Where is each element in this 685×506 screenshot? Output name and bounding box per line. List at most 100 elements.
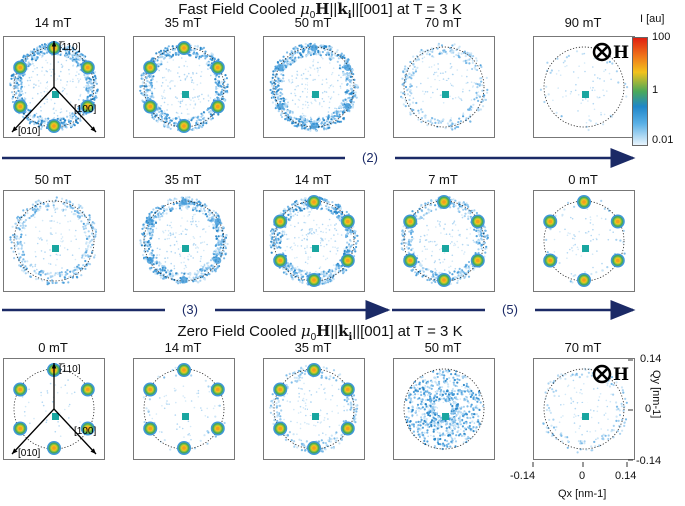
- reference-circle: [143, 200, 225, 282]
- reference-circle: [273, 368, 355, 450]
- bragg-peak: [273, 421, 288, 436]
- y-tick-bottom: -0.14: [636, 455, 662, 467]
- crystal-direction-label: [̅110]: [59, 41, 81, 53]
- sans-pattern-panel: [393, 36, 495, 138]
- bragg-peak: [307, 441, 321, 455]
- x-tick-left: -0.14: [510, 470, 536, 482]
- central-feature: [582, 91, 589, 98]
- panel-label: 14 mT: [34, 15, 72, 30]
- bragg-peak: [610, 253, 625, 268]
- crystal-direction-label: [010]: [18, 448, 40, 459]
- colorbar-tick-100: 100: [652, 31, 671, 43]
- crystal-axes: [̅110] [100] [010]: [11, 41, 97, 137]
- bragg-peak: [210, 382, 225, 397]
- reference-circle: [543, 46, 625, 128]
- beamstop: [578, 403, 590, 415]
- sans-pattern-panel: [̅110] [100] [010]: [3, 36, 105, 138]
- bragg-peak: [340, 253, 355, 268]
- bragg-peak: [273, 382, 288, 397]
- central-feature: [52, 413, 59, 420]
- beamstop: [308, 235, 320, 247]
- x-tick-zero: 0: [579, 470, 586, 482]
- central-feature: [312, 245, 319, 252]
- y-tick-zero: 0: [645, 403, 652, 415]
- central-feature: [52, 91, 59, 98]
- bragg-peak: [177, 119, 191, 133]
- beamstop: [578, 81, 590, 93]
- title-fast-field-cooled: Fast Field Cooled μ0H||ki||[001] at T = …: [178, 0, 462, 21]
- bragg-peak: [210, 99, 225, 114]
- reference-circle: [403, 368, 485, 450]
- sans-pattern-panel: H: [533, 358, 635, 460]
- title-top-prefix: Fast Field Cooled: [178, 1, 300, 18]
- bragg-peak: [143, 99, 158, 114]
- bragg-peak: [340, 382, 355, 397]
- bragg-peak: [577, 273, 591, 287]
- reference-circle: [403, 46, 485, 128]
- colorbar-tick-001: 0.01: [652, 134, 674, 146]
- title-bottom-suffix: at T = 3 K: [393, 323, 463, 340]
- reference-circle: [13, 46, 95, 128]
- beamstop: [178, 403, 190, 415]
- beamstop: [578, 235, 590, 247]
- reference-circle: [13, 200, 95, 282]
- bragg-peak: [177, 363, 191, 377]
- bragg-peak: [610, 214, 625, 229]
- bragg-peak: [210, 421, 225, 436]
- bragg-peak: [13, 382, 28, 397]
- crystal-direction-label: [010]: [18, 126, 40, 137]
- panel-label: 90 mT: [564, 15, 602, 30]
- sans-pattern-panel: [3, 190, 105, 292]
- arrow-label-3: (3): [182, 302, 198, 317]
- central-feature: [442, 245, 449, 252]
- title-zero-field-cooled: Zero Field Cooled μ0H||ki||[001] at T = …: [177, 322, 463, 343]
- bragg-peak: [577, 195, 591, 209]
- central-feature: [312, 413, 319, 420]
- bragg-peak: [403, 253, 418, 268]
- panel-label: 70 mT: [564, 340, 602, 355]
- sans-pattern-panel: [393, 358, 495, 460]
- central-feature: [182, 91, 189, 98]
- panel-label: 35 mT: [164, 172, 202, 187]
- bragg-peak: [543, 253, 558, 268]
- sans-pattern-panel: [393, 190, 495, 292]
- arrow-label-2: (2): [362, 150, 378, 165]
- bragg-peak: [210, 60, 225, 75]
- bragg-peak: [13, 421, 28, 436]
- reference-circle: [13, 368, 95, 450]
- bragg-peak: [143, 382, 158, 397]
- bragg-peak: [13, 99, 28, 114]
- arrow-label-5: (5): [502, 302, 518, 317]
- central-feature: [582, 413, 589, 420]
- panel-label: 7 mT: [428, 172, 458, 187]
- reference-circle: [543, 368, 625, 450]
- beamstop: [438, 403, 450, 415]
- sans-pattern-panel: [133, 36, 235, 138]
- x-axis-label: Qx [nm-1]: [558, 488, 607, 500]
- field-symbol-label: H: [613, 43, 629, 63]
- panel-label: 35 mT: [294, 340, 332, 355]
- central-feature: [182, 245, 189, 252]
- title-bottom-prefix: Zero Field Cooled: [177, 323, 301, 340]
- bragg-peak: [340, 214, 355, 229]
- panel-label: 50 mT: [424, 340, 462, 355]
- beamstop: [178, 235, 190, 247]
- bragg-peak: [437, 195, 451, 209]
- bragg-peak: [470, 253, 485, 268]
- reference-circle: [273, 46, 355, 128]
- field-symbol-label: H: [613, 365, 629, 385]
- panel-label: 50 mT: [34, 172, 72, 187]
- field-into-page-icon: H: [592, 364, 629, 385]
- y-tick-top: 0.14: [640, 353, 662, 365]
- reference-circle: [143, 46, 225, 128]
- bragg-peak: [307, 363, 321, 377]
- bragg-peak: [340, 421, 355, 436]
- colorbar-title: I [au]: [640, 13, 665, 25]
- reference-circle: [143, 368, 225, 450]
- beamstop: [178, 81, 190, 93]
- x-tick-right: 0.14: [615, 470, 637, 482]
- beamstop: [308, 81, 320, 93]
- bragg-peak: [13, 60, 28, 75]
- sans-pattern-panel: [133, 190, 235, 292]
- bragg-peak: [470, 214, 485, 229]
